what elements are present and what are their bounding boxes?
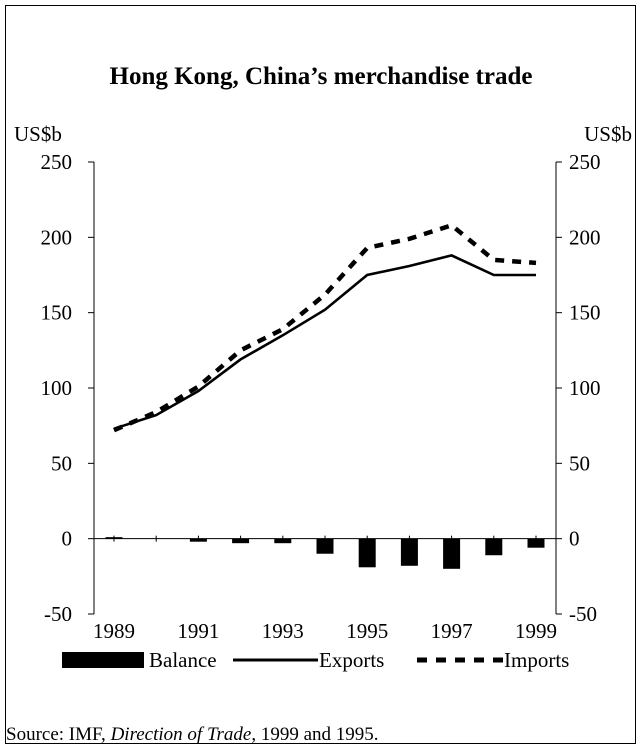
legend-exports-label: Exports (319, 648, 384, 672)
left-y-tick-label: 150 (41, 301, 73, 325)
balance-bar (274, 538, 292, 544)
balance-bar (232, 538, 250, 544)
right-y-tick-label: 0 (569, 527, 580, 551)
x-tick-label: 1989 (93, 619, 135, 643)
balance-bar (400, 538, 418, 566)
left-y-tick-label: 0 (62, 527, 73, 551)
balance-bar (527, 538, 545, 548)
balance-bar (358, 538, 376, 568)
left-y-tick-label: -50 (44, 602, 72, 626)
right-y-tick-label: 250 (569, 150, 601, 174)
series-lines (113, 222, 537, 433)
balance-bar (443, 538, 461, 569)
legend: Balance Exports Imports (62, 648, 569, 672)
chart-title: Hong Kong, China’s merchandise trade (110, 63, 533, 90)
axes: 250 250 200 200 150 150 100 100 50 50 0 0 -50 -50 (41, 150, 601, 626)
right-y-tick-label: -50 (569, 602, 597, 626)
balance-bar (485, 538, 503, 556)
source-note: Source: IMF, Direction of Trade, 1999 an… (6, 724, 379, 745)
x-tick-label: 1993 (262, 619, 304, 643)
legend-balance-label: Balance (149, 648, 217, 672)
x-tick-label: 1999 (515, 619, 557, 643)
right-y-tick-label: 50 (569, 451, 590, 475)
source-prefix: Source: IMF, (6, 724, 111, 745)
x-tick-labels: 1989 1991 1993 1995 1997 1999 (93, 619, 557, 643)
x-tick-label: 1997 (431, 619, 473, 643)
left-y-tick-label: 200 (41, 225, 73, 249)
right-y-tick-label: 200 (569, 225, 601, 249)
legend-balance-swatch (62, 652, 144, 668)
left-y-tick-label: 100 (41, 376, 73, 400)
left-y-tick-label: 50 (51, 451, 72, 475)
x-tick-label: 1991 (177, 619, 219, 643)
left-axis-unit: US$b (14, 122, 62, 146)
imports-line (113, 222, 537, 433)
source-suffix: , 1999 and 1995. (251, 724, 378, 745)
balance-bar (105, 537, 123, 539)
right-y-tick-label: 100 (569, 376, 601, 400)
legend-imports-label: Imports (504, 648, 569, 672)
right-axis-unit: US$b (584, 122, 632, 146)
balance-bar (189, 538, 207, 542)
chart-frame (5, 5, 636, 744)
source-publication: Direction of Trade (110, 724, 252, 745)
x-tick-label: 1995 (346, 619, 388, 643)
exports-line (113, 254, 536, 430)
right-y-tick-label: 150 (569, 301, 601, 325)
balance-bar (316, 538, 334, 554)
left-y-tick-label: 250 (41, 150, 73, 174)
balance-bars (105, 537, 545, 569)
